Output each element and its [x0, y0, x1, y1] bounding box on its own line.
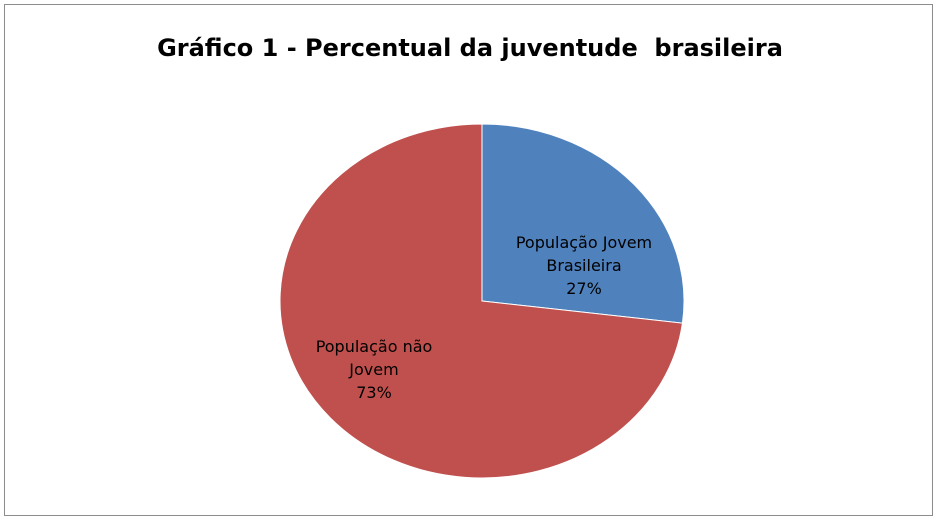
slice-name-line: População não	[316, 337, 433, 356]
slice-name-line: Jovem	[348, 360, 398, 379]
chart-title: Gráfico 1 - Percentual da juventude bras…	[157, 34, 783, 62]
slice-name-line: Brasileira	[546, 256, 621, 275]
slice-label-1: População Jovem Brasileira 27%	[516, 233, 652, 298]
slice-name-line: População Jovem	[516, 233, 652, 252]
slice-label-2: População não Jovem 73%	[316, 337, 433, 402]
slice-value-label: 27%	[566, 279, 602, 298]
pie-slice-2	[279, 123, 683, 479]
pie-slice-1	[481, 123, 685, 324]
slice-value-label: 73%	[356, 383, 392, 402]
